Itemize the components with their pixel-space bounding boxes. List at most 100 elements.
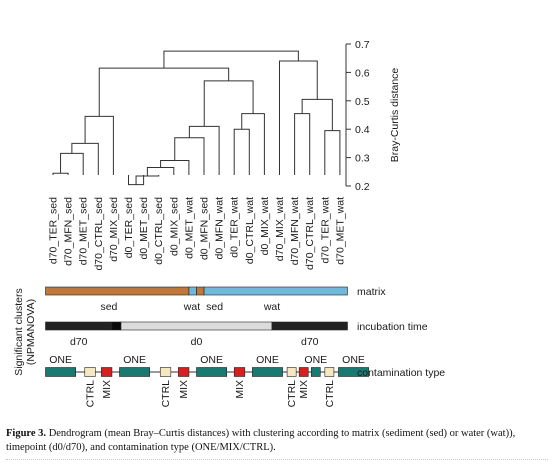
leaf-label: d70_MFN_wat [289,197,301,265]
caption-separator [6,459,548,460]
leaf-label: d70_MET_wat [334,197,346,265]
merge-1 [52,172,69,175]
y-tick-label: 0.6 [355,67,370,79]
leaf-label: d70_MFN_sed [63,197,75,266]
merge-6 [135,175,160,185]
merge-2 [60,152,84,175]
leaf-label: d70_CTRL_wat [304,197,316,270]
leaf-label: d0_TER_sed [123,197,135,258]
leaf-label: d70_CTRL_sed [93,197,105,271]
leaf-label: d0_MFN_sed [199,197,211,260]
contamination-box [84,367,96,377]
leaf-label: d70_MET_sed [78,197,90,265]
track-label: sed [206,301,223,313]
caption-label: Figure 3. [6,428,47,439]
contamination-label: MIX [298,380,310,399]
contamination-label: ONE [304,354,327,366]
merge-4 [84,115,114,175]
track-label: wat [183,301,200,313]
track-name: matrix [357,286,386,298]
contamination-box [338,367,369,377]
leaf-label: d0_MIX_wat [259,197,271,255]
leaf-label: d0_CTRL_sed [153,197,165,265]
merge-13 [203,80,254,127]
y-tick-label: 0.3 [355,153,370,165]
track-label: d70 [70,336,88,348]
contamination-label: ONE [123,354,146,366]
leaf-label: d70_TER_wat [319,197,331,264]
leaf-label: d0_CTRL_wat [244,197,256,264]
contamination-label: CTRL [85,380,97,408]
leaf-label: d0_MET_sed [138,197,150,260]
track-name: contamination type [357,367,445,379]
leaf-label: d70_MIX_sed [108,197,120,262]
contamination-label: CTRL [160,380,172,408]
merge-16 [324,130,341,175]
y-tick-label: 0.2 [355,181,370,193]
track-segment [203,286,348,296]
contamination-label: CTRL [324,380,336,408]
dendrogram-tree [52,50,341,186]
contamination-label: CTRL [286,380,298,408]
track-segment [188,286,197,296]
contamination-label: MIX [101,380,113,399]
y-tick-label: 0.5 [355,96,370,108]
track-name: incubation time [357,321,428,333]
merge-17 [301,98,333,131]
contamination-label: ONE [200,354,223,366]
contamination-label: ONE [342,354,365,366]
merge-12 [241,113,265,175]
leaf-label: d70_MIX_wat [274,197,286,261]
contamination-box [196,367,228,377]
contamination-label: MIX [178,380,190,399]
track-label: wat [263,301,280,313]
leaf-labels: d70_TER_sed d70_MFN_sed d70_MET_sed d70_CTR… [48,197,347,271]
track-label: sed [100,301,117,313]
contamination-label: ONE [256,354,279,366]
merge-11 [233,128,250,175]
contamination-box [119,367,150,377]
track-segment [271,321,348,331]
leaf-label: d0_TER_wat [229,197,241,258]
contamination-label: ONE [49,354,72,366]
contamination-box [178,367,190,377]
contamination-box [45,367,77,377]
y-axis-label: Bray-Curtis distance [389,68,401,163]
y-tick-label: 0.4 [355,124,370,136]
track-segment [45,321,113,331]
contamination-box [298,367,309,377]
leaf-label: d0_MIX_sed [168,197,180,256]
leaf-label: d0_MFN_wat [214,197,226,260]
merge-14 [98,67,230,117]
track-segment [45,286,190,296]
caption-text: Dendrogram (mean Bray–Curtis distances) … [6,428,516,453]
contamination-label: MIX [234,380,246,399]
distance-axis: 0.2 0.3 0.4 0.5 0.6 0.7 Bray-Curtis distance [345,39,401,193]
clusters-title: Significant clusters(NPMANOVA) [13,288,37,376]
contamination-box [159,367,172,377]
track-label: d0 [191,336,203,348]
merge-7 [146,167,175,177]
merge-3 [71,142,99,175]
incubation-time-track: d70 d0 d70 incubation time [45,321,428,348]
contamination-box [324,367,335,377]
y-tick-label: 0.7 [355,39,370,51]
contamination-box [286,367,297,377]
dendrogram-figure: 0.2 0.3 0.4 0.5 0.6 0.7 Bray-Curtis distance d… [13,39,445,408]
track-segment [111,321,122,331]
contamination-box [310,367,321,377]
track-segment [120,321,273,331]
merge-18 [279,60,318,175]
track-segment [196,286,205,296]
track-label: d70 [301,336,319,348]
merge-19 [163,50,299,69]
figure-caption: Figure 3. Dendrogram (mean Bray–Curtis d… [6,427,546,454]
contamination-box [101,367,113,377]
leaf-label: d0_MET_wat [183,197,195,259]
contamination-box [233,367,246,377]
leaf-label: d70_TER_sed [48,197,60,264]
contamination-box [252,367,283,377]
